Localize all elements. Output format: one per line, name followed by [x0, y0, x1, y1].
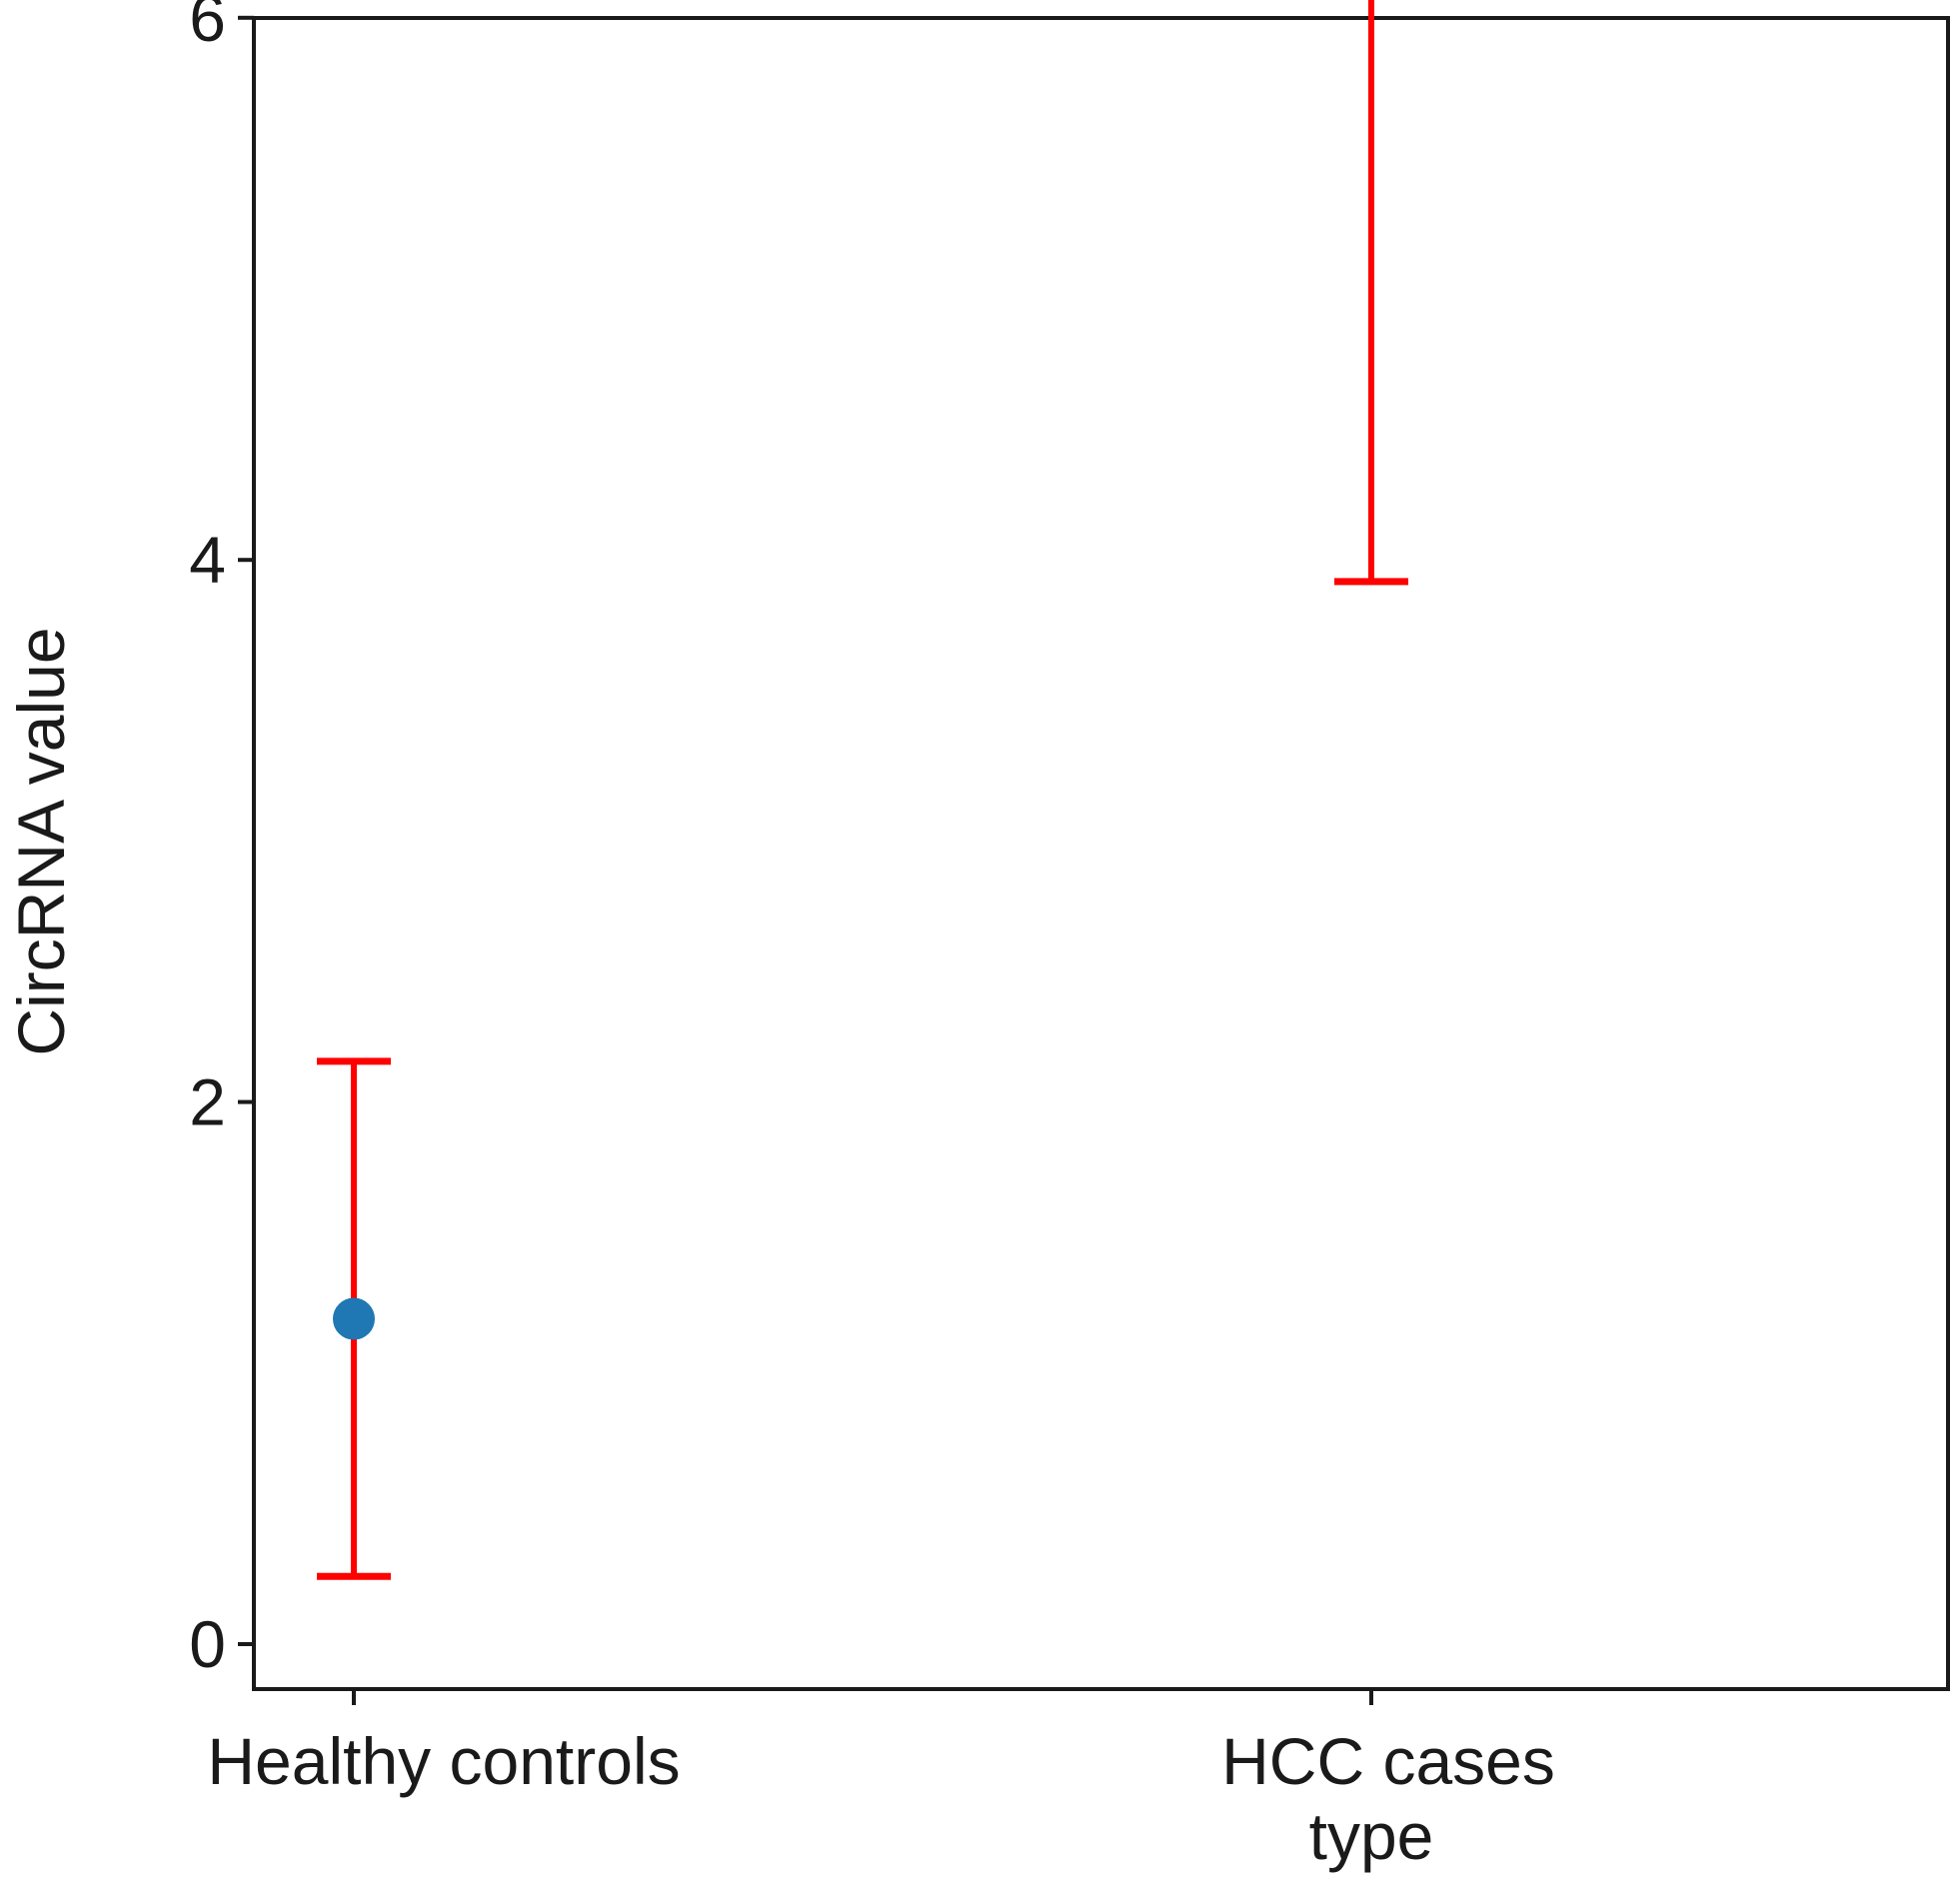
data-point: [333, 1297, 375, 1340]
y-tick-label: 4: [189, 523, 226, 597]
y-axis-ticks: 0246810: [189, 0, 254, 1681]
x-axis-ticks: Healthy controls HCC cases: [207, 1689, 1555, 1798]
x-tick-label: Healthy controls: [207, 1724, 680, 1798]
x-tick-label: HCC cases: [1221, 1724, 1555, 1798]
x-axis-title: type: [1309, 1799, 1434, 1873]
y-axis-title: CircRNA value: [4, 627, 78, 1055]
y-tick-label: 0: [189, 1607, 226, 1681]
y-tick-label: 6: [189, 0, 226, 55]
plot-frame: [252, 16, 1950, 1691]
plot-marks: [317, 0, 1408, 1580]
y-tick-label: 2: [189, 1065, 226, 1139]
